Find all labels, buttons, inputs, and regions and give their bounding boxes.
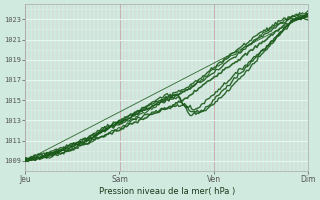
X-axis label: Pression niveau de la mer( hPa ): Pression niveau de la mer( hPa ) [99,187,235,196]
